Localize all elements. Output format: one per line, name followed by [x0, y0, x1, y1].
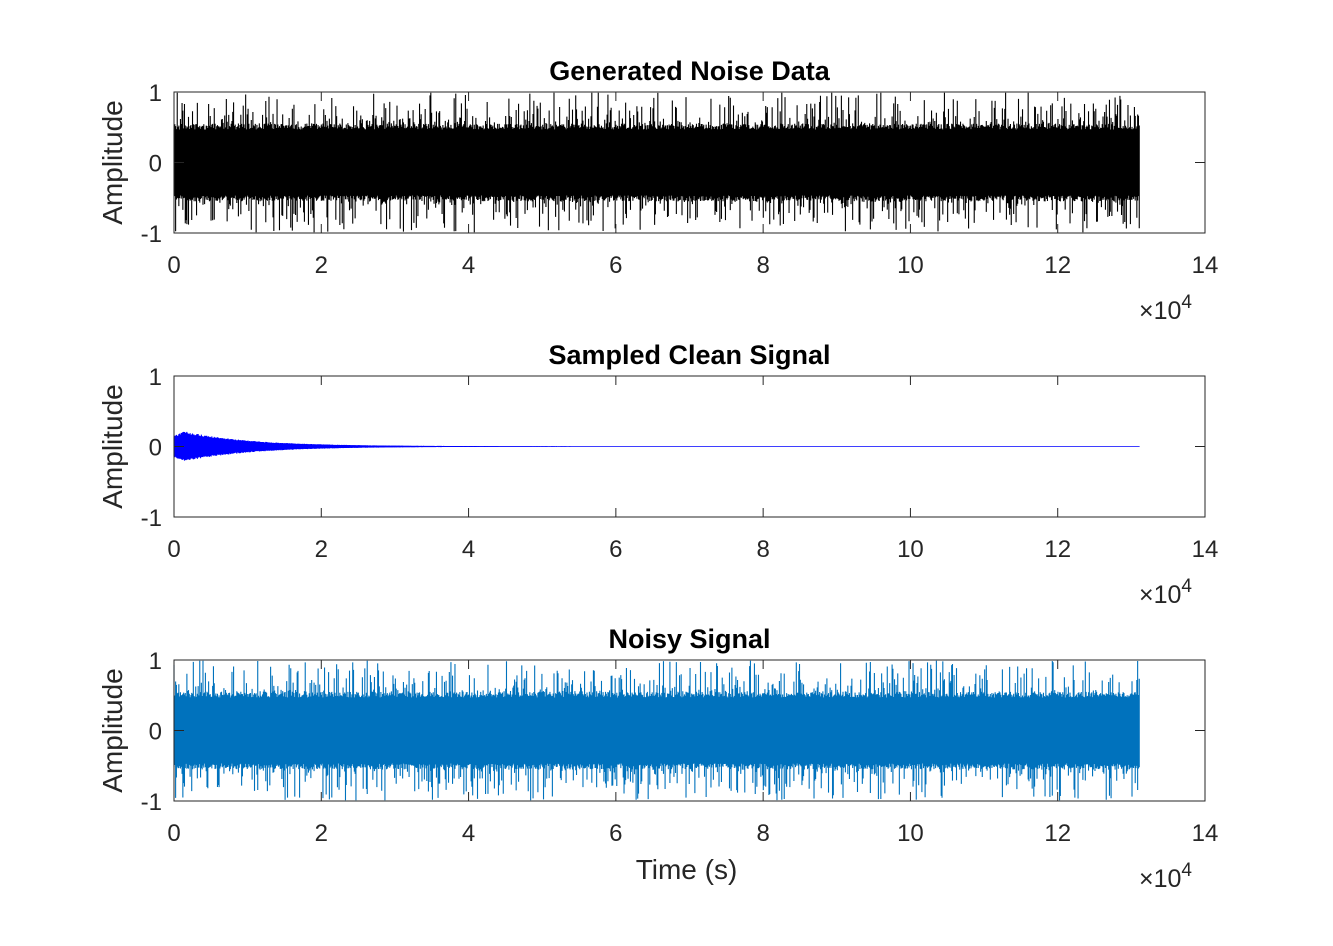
- y-axis-label: Amplitude: [97, 384, 128, 509]
- x-exponent-label: ×104: [1139, 576, 1192, 609]
- subplot-title: Noisy Signal: [608, 624, 770, 654]
- x-tick-label: 6: [609, 820, 622, 847]
- x-tick-label: 12: [1044, 252, 1071, 279]
- y-tick-label: -1: [141, 505, 162, 532]
- x-tick-label: 2: [315, 820, 328, 847]
- x-tick-label: 0: [167, 536, 180, 563]
- x-tick-label: 4: [462, 252, 475, 279]
- x-tick-label: 14: [1192, 536, 1219, 563]
- signal-dense-band: [174, 130, 1140, 195]
- subplot-title: Generated Noise Data: [549, 56, 831, 86]
- x-exponent-label: ×104: [1139, 860, 1192, 893]
- y-tick-label: 0: [149, 151, 162, 178]
- x-tick-label: 8: [756, 820, 769, 847]
- signal-dense-band: [174, 698, 1140, 763]
- y-tick-label: 0: [149, 719, 162, 746]
- y-tick-label: -1: [141, 221, 162, 248]
- x-tick-label: 8: [756, 252, 769, 279]
- x-tick-label: 10: [897, 252, 924, 279]
- x-tick-label: 4: [462, 820, 475, 847]
- x-tick-label: 4: [462, 536, 475, 563]
- x-tick-label: 14: [1192, 820, 1219, 847]
- y-tick-label: 1: [149, 364, 162, 391]
- x-tick-label: 12: [1044, 536, 1071, 563]
- subplot-title: Sampled Clean Signal: [548, 340, 830, 370]
- x-tick-label: 6: [609, 252, 622, 279]
- y-axis-label: Amplitude: [97, 100, 128, 225]
- x-exponent-label: ×104: [1139, 292, 1192, 325]
- x-tick-label: 10: [897, 536, 924, 563]
- x-tick-label: 0: [167, 820, 180, 847]
- x-tick-label: 2: [315, 536, 328, 563]
- x-tick-label: 6: [609, 536, 622, 563]
- y-tick-label: -1: [141, 789, 162, 816]
- x-axis-label: Time (s): [636, 854, 738, 885]
- y-axis-label: Amplitude: [97, 668, 128, 793]
- x-tick-label: 14: [1192, 252, 1219, 279]
- signal-envelope: [174, 434, 1140, 459]
- x-tick-label: 8: [756, 536, 769, 563]
- y-tick-label: 1: [149, 80, 162, 107]
- y-tick-label: 0: [149, 435, 162, 462]
- x-tick-label: 2: [315, 252, 328, 279]
- y-tick-label: 1: [149, 648, 162, 675]
- x-tick-label: 0: [167, 252, 180, 279]
- x-tick-label: 10: [897, 820, 924, 847]
- x-tick-label: 12: [1044, 820, 1071, 847]
